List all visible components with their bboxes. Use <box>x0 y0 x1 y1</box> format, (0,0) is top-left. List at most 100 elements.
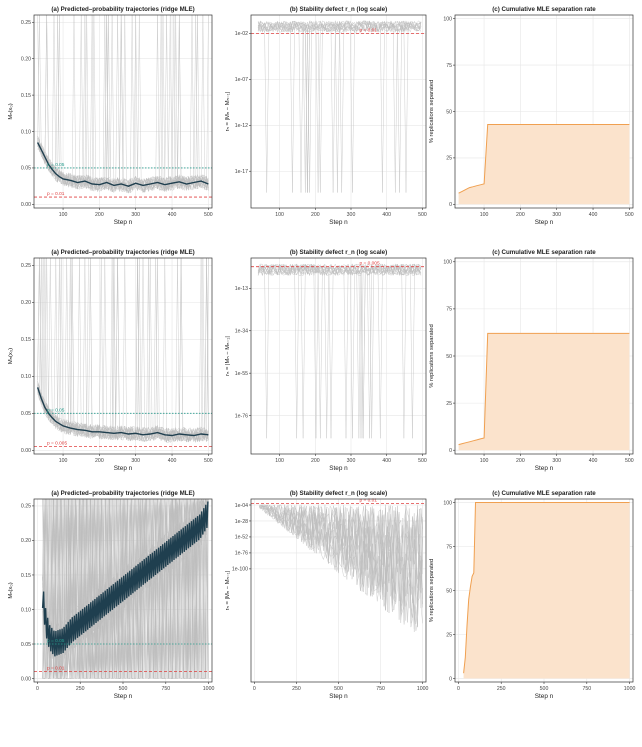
x-tick-label: 200 <box>311 458 320 464</box>
y-tick-label: 0.00 <box>21 202 31 208</box>
y-axis-label: rₙ = |Mₙ − Mₙ₋₁| <box>225 571 231 611</box>
y-tick-label: 0.05 <box>21 166 31 172</box>
y-tick-label: 1e-52 <box>235 535 248 541</box>
separation-line <box>458 124 630 194</box>
y-tick-label: 0.05 <box>21 411 31 417</box>
y-tick-label: 50 <box>446 109 452 115</box>
x-tick-label: 300 <box>131 212 140 218</box>
replication-trajectory <box>37 143 209 192</box>
x-tick-label: 300 <box>552 212 561 218</box>
x-tick-label: 100 <box>59 212 68 218</box>
panel-title: (b) Stability defect r_n (log scale) <box>290 6 387 13</box>
x-tick-label: 0 <box>457 686 460 692</box>
y-tick-label: 100 <box>443 17 452 23</box>
x-axis-label: Step n <box>535 219 554 226</box>
panel-title: (a) Predicted–probability trajectories (… <box>51 490 194 497</box>
x-tick-label: 250 <box>497 686 506 692</box>
y-tick-label: 1e-04 <box>235 503 248 509</box>
panel-border <box>250 257 427 455</box>
x-tick-label: 500 <box>418 212 427 218</box>
x-tick-label: 0 <box>253 686 256 692</box>
reference-label: p = 0.005 <box>47 441 67 447</box>
reference-label: p = 0.01 <box>47 666 65 672</box>
separation-line <box>463 502 630 674</box>
plot-area <box>41 499 209 679</box>
stability-defect-trajectory <box>257 263 422 439</box>
plot-area <box>36 258 209 444</box>
y-tick-label: 0.20 <box>21 538 31 544</box>
x-tick-label: 400 <box>382 458 391 464</box>
stability-defect-trajectory <box>257 263 422 439</box>
x-axis-label: Step n <box>329 465 348 472</box>
reference-label: p = 0.005 <box>360 261 380 267</box>
x-tick-label: 100 <box>275 212 284 218</box>
x-tick-label: 100 <box>480 212 489 218</box>
y-tick-label: 25 <box>446 401 452 407</box>
panel-1-2: (c) Cumulative MLE separation rate 100 200… <box>429 249 634 472</box>
x-tick-label: 400 <box>168 458 177 464</box>
x-tick-label: 300 <box>347 458 356 464</box>
y-tick-label: 75 <box>446 63 452 69</box>
panel-2-0: (a) Predicted–probability trajectories (… <box>8 490 214 700</box>
y-tick-label: 0.10 <box>21 374 31 380</box>
panel-border <box>33 14 213 209</box>
x-tick-label: 300 <box>552 458 561 464</box>
panel-title: (b) Stability defect r_n (log scale) <box>290 490 387 497</box>
y-tick-label: 25 <box>446 632 452 638</box>
y-tick-label: 0.25 <box>21 20 31 26</box>
mean-trajectory <box>41 501 209 657</box>
stability-defect-trajectory <box>257 264 422 439</box>
replication-trajectory <box>37 15 209 194</box>
panel-1-0: (a) Predicted–probability trajectories (… <box>8 249 213 472</box>
x-tick-label: 200 <box>516 212 525 218</box>
x-tick-label: 500 <box>540 686 549 692</box>
x-tick-label: 500 <box>204 212 213 218</box>
x-tick-label: 500 <box>625 212 634 218</box>
reference-label: p = 0.01 <box>47 191 65 197</box>
y-tick-label: 1e-13 <box>235 286 248 292</box>
separation-line <box>458 332 630 446</box>
stability-defect-trajectory <box>259 504 423 624</box>
y-tick-label: 1e-12 <box>235 123 248 129</box>
panel-border <box>454 14 634 209</box>
x-tick-label: 250 <box>76 686 85 692</box>
x-tick-label: 500 <box>204 458 213 464</box>
y-tick-label: 50 <box>446 354 452 360</box>
y-tick-label: 100 <box>443 260 452 266</box>
stability-defect-trajectory <box>259 504 423 624</box>
x-tick-label: 500 <box>119 686 128 692</box>
y-tick-label: 1e-100 <box>232 567 248 573</box>
stability-defect-trajectory <box>257 263 422 439</box>
reference-label: p = 0.01 <box>360 27 378 33</box>
y-tick-label: 1e-17 <box>235 169 248 175</box>
separation-area <box>458 124 630 205</box>
x-tick-label: 200 <box>95 212 104 218</box>
panel-border <box>33 257 213 455</box>
replication-trajectory <box>42 499 209 679</box>
x-axis-label: Step n <box>114 693 133 700</box>
stability-defect-trajectory <box>259 504 423 613</box>
y-tick-label: 1e-76 <box>235 413 248 419</box>
x-tick-label: 0 <box>36 686 39 692</box>
x-tick-label: 300 <box>347 212 356 218</box>
y-tick-label: 0.15 <box>21 93 31 99</box>
x-axis-label: Step n <box>535 465 554 472</box>
y-tick-label: 0.10 <box>21 607 31 613</box>
y-axis-label: Mₙ(x₀) <box>8 582 14 598</box>
panel-0-1: (b) Stability defect r_n (log scale) 100 2… <box>225 6 427 226</box>
stability-defect-trajectory <box>257 263 422 439</box>
reference-label: p = 0.05 <box>47 638 65 644</box>
x-tick-label: 500 <box>418 458 427 464</box>
panel-border <box>454 257 634 455</box>
x-axis-label: Step n <box>114 465 133 472</box>
y-tick-label: 1e-02 <box>235 31 248 37</box>
x-tick-label: 1000 <box>417 686 429 692</box>
plot-area <box>463 502 630 679</box>
panel-title: (a) Predicted–probability trajectories (… <box>51 249 194 256</box>
y-tick-label: 75 <box>446 307 452 313</box>
panel-border <box>250 14 427 209</box>
y-axis-label: % replications separated <box>429 559 435 622</box>
y-tick-label: 0.05 <box>21 642 31 648</box>
y-tick-label: 0.25 <box>21 263 31 269</box>
